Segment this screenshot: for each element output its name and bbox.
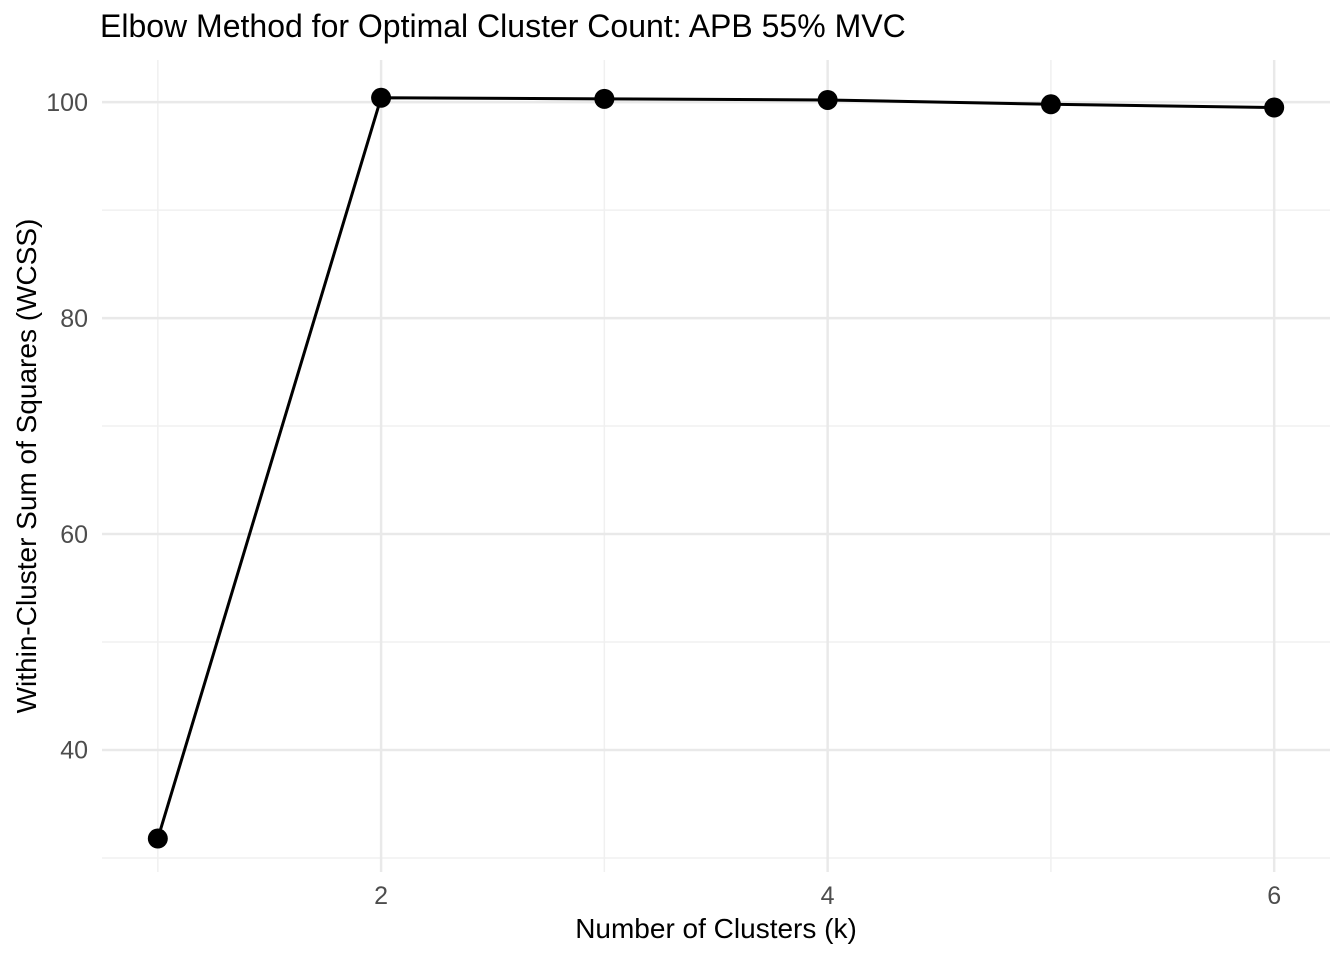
data-point-k3 [594,88,615,109]
y-tick-label: 100 [46,89,88,117]
x-tick-label: 6 [1267,882,1281,910]
y-tick-label: 40 [60,737,88,765]
data-point-k1 [147,828,168,849]
data-point-k6 [1264,97,1285,118]
x-tick-label: 4 [821,882,835,910]
wcss-line [156,96,1275,839]
y-axis-title: Within-Cluster Sum of Squares (WCSS) [11,218,42,714]
chart-title: Elbow Method for Optimal Cluster Count: … [100,8,906,44]
x-tick-label: 2 [374,882,388,910]
y-tick-label: 60 [60,521,88,549]
x-axis-title: Number of Clusters (k) [575,913,857,944]
data-point-k5 [1040,94,1061,115]
data-point-k2 [371,87,392,108]
y-tick-label: 80 [60,305,88,333]
data-point-k4 [817,89,838,110]
